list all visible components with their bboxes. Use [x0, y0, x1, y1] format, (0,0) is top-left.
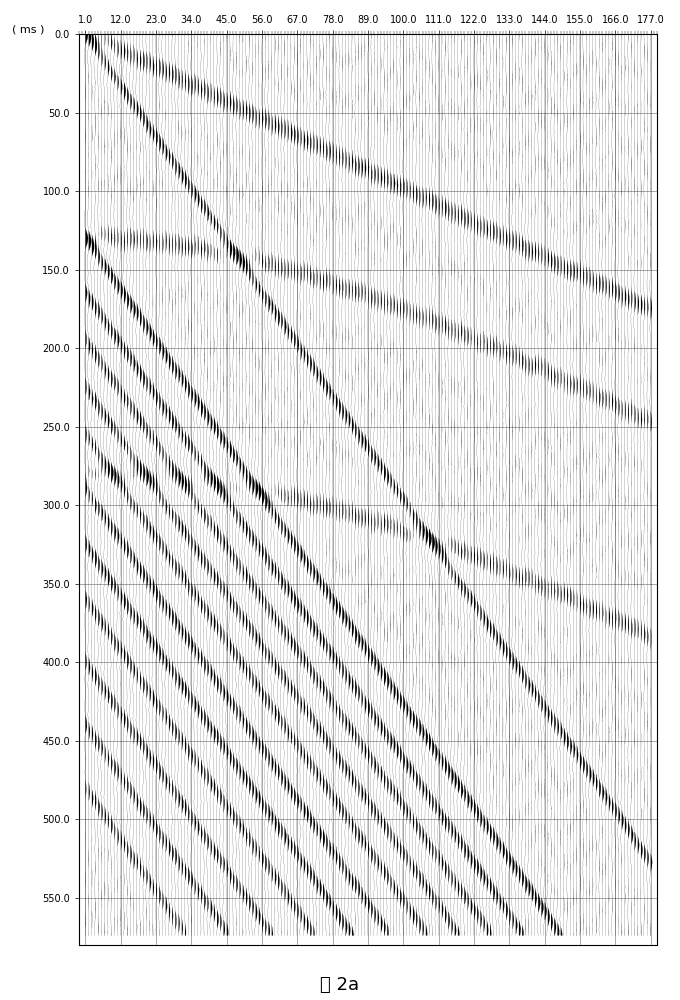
Y-axis label: ( ms ): ( ms ) [12, 25, 44, 35]
Text: 图 2a: 图 2a [320, 976, 360, 994]
